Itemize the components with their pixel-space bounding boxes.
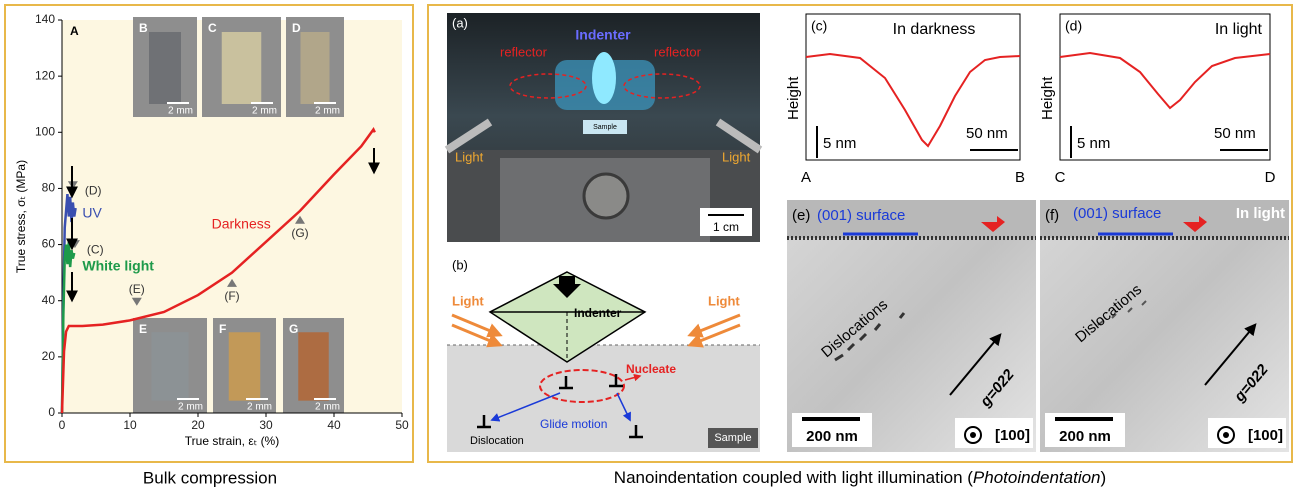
profile-title: In light [1215, 21, 1263, 38]
inset-label: G [289, 322, 298, 336]
figure: B 2 mm C 2 mm D 2 mm E 2 mm F 2 mm G 2 mm 0 20 40 60 80 1… [0, 0, 1296, 491]
inset-scale: 2 mm [252, 106, 277, 117]
inset-scale: 2 mm [247, 402, 272, 413]
scale-bar: 200 nm [1059, 428, 1111, 445]
axis-label: Height [785, 76, 802, 120]
caption-part: Nanoindentation coupled with light illum… [614, 468, 973, 487]
y-tick-label: 100 [35, 124, 55, 138]
label: Light [452, 293, 484, 308]
series-label: UV [82, 204, 102, 220]
panel-label: (d) [1065, 18, 1082, 34]
label: In light [1236, 205, 1285, 222]
scale-bar: 5 nm [1077, 135, 1110, 152]
x-tick-label: 50 [395, 418, 409, 432]
label: Dislocation [470, 435, 524, 447]
y-tick-label: 40 [42, 293, 56, 307]
annotation-label: (E) [129, 282, 145, 296]
label: (001) surface [817, 207, 905, 224]
caption-part: Photoindentation [973, 468, 1101, 487]
label: Indenter [574, 306, 622, 320]
inset-crystal [149, 32, 181, 104]
inset-label: E [139, 322, 147, 336]
inset-label: C [208, 21, 217, 35]
label: Glide motion [540, 417, 607, 431]
tem-f [1040, 200, 1289, 452]
series-label: Darkness [212, 216, 271, 232]
profile-end: C [1055, 169, 1066, 186]
scale-bar: 1 cm [713, 220, 739, 234]
scale-bar: 50 nm [966, 125, 1008, 142]
x-tick-label: 0 [59, 418, 66, 432]
inset-crystal [152, 332, 189, 400]
panel-label: (a) [452, 15, 468, 30]
caption: Nanoindentation coupled with light illum… [614, 468, 1106, 487]
label: Light [455, 149, 484, 164]
y-tick-label: 140 [35, 12, 55, 26]
label: (001) surface [1073, 205, 1161, 222]
inset-crystal [222, 32, 262, 104]
label: reflector [500, 44, 548, 59]
annotation-label: (C) [87, 242, 104, 256]
y-axis-label: True stress, σₜ (MPa) [14, 160, 28, 273]
x-tick-label: 40 [327, 418, 341, 432]
panel-label: (f) [1045, 207, 1059, 224]
profile-title: In darkness [893, 21, 976, 38]
annotation-label: (G) [291, 226, 308, 240]
label: Light [708, 293, 740, 308]
inset-scale: 2 mm [315, 106, 340, 117]
annotation-label: (F) [224, 289, 239, 303]
y-tick-label: 120 [35, 68, 55, 82]
inset-crystal [229, 332, 261, 400]
caption-part: ) [1101, 468, 1107, 487]
y-tick-label: 20 [42, 349, 56, 363]
x-tick-label: 30 [259, 418, 273, 432]
axis-label: Height [1039, 76, 1056, 120]
panel-label: (e) [792, 207, 810, 224]
x-tick-label: 20 [191, 418, 205, 432]
label: Nucleate [626, 362, 676, 376]
label: [100] [995, 427, 1030, 444]
inset-crystal [301, 32, 330, 104]
label: Indenter [575, 27, 631, 43]
profile-end: A [801, 169, 811, 186]
inset-label: B [139, 21, 148, 35]
inset-scale: 2 mm [178, 402, 203, 413]
y-tick-label: 0 [48, 405, 55, 419]
label: Light [722, 149, 751, 164]
annotation-label: (D) [85, 183, 102, 197]
inset-label: D [292, 21, 301, 35]
label: Sample [714, 432, 751, 444]
label: Sample [593, 124, 617, 131]
inset-scale: 2 mm [315, 402, 340, 413]
y-tick-label: 60 [42, 237, 56, 251]
panel-label: (c) [811, 18, 827, 34]
series-label: White light [82, 258, 154, 274]
label: [100] [1248, 427, 1283, 444]
inset-scale: 2 mm [168, 106, 193, 117]
x-axis-label: True strain, εₜ (%) [185, 434, 279, 448]
profile-end: D [1265, 169, 1276, 186]
panel-label: A [70, 24, 79, 38]
inset-crystal [298, 332, 329, 400]
y-tick-label: 80 [42, 181, 56, 195]
inset-label: F [219, 322, 226, 336]
caption: Bulk compression [143, 468, 277, 487]
label: reflector [654, 44, 702, 59]
x-tick-label: 10 [123, 418, 137, 432]
profile-end: B [1015, 169, 1025, 186]
scale-bar: 5 nm [823, 135, 856, 152]
scale-bar: 200 nm [806, 428, 858, 445]
panel-label: (b) [452, 257, 468, 272]
scale-bar: 50 nm [1214, 125, 1256, 142]
tem-e [787, 200, 1036, 452]
